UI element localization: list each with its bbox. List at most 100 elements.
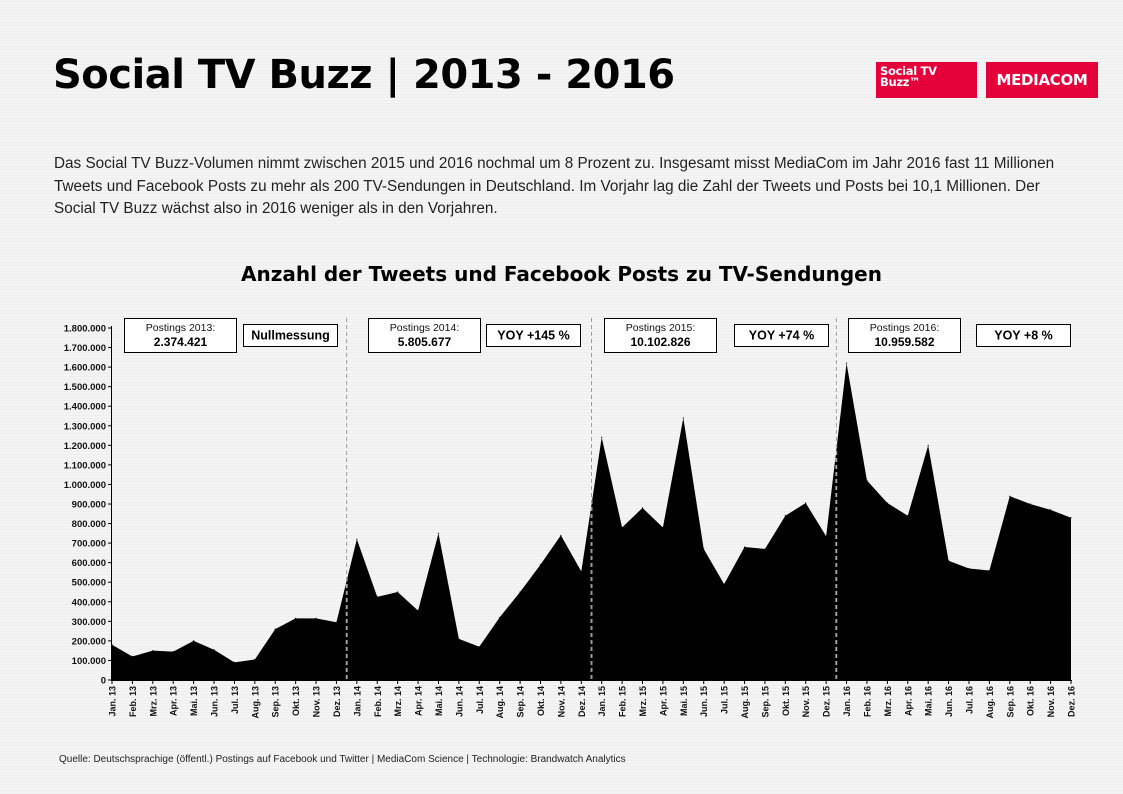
data-point: [907, 515, 909, 517]
postings-value: 5.805.677: [398, 335, 452, 349]
x-tick-label: Jan. 15: [597, 686, 607, 717]
x-tick-label: Jul. 16: [964, 686, 974, 714]
y-tick-label: 1.500.000: [64, 382, 106, 393]
y-tick-label: 700.000: [72, 539, 106, 550]
x-tick-label: Apr. 15: [658, 686, 668, 716]
data-point: [254, 658, 256, 661]
postings-box: [124, 318, 237, 353]
y-tick-label: 1.400.000: [64, 402, 106, 413]
social-tv-buzz-logo: Social TV Buzz™: [876, 62, 977, 98]
y-tick-label: 1.800.000: [64, 324, 106, 335]
data-point: [152, 650, 154, 652]
data-point: [478, 646, 480, 648]
y-tick-label: 1.300.000: [64, 421, 106, 432]
data-point: [1070, 517, 1072, 519]
x-tick-label: Sep. 15: [760, 686, 770, 718]
x-tick-label: Mai. 14: [434, 686, 444, 716]
data-point: [499, 616, 501, 619]
data-point: [1049, 509, 1052, 511]
data-point: [172, 651, 174, 653]
data-point: [580, 570, 582, 573]
source-note: Quelle: Deutschsprachige (öffentl.) Post…: [59, 754, 626, 765]
data-point: [621, 526, 623, 529]
x-tick-label: Feb. 16: [862, 686, 872, 717]
y-tick-label: 200.000: [72, 636, 106, 647]
yoy-box: [976, 324, 1071, 347]
x-tick-label: Apr. 13: [169, 686, 179, 716]
data-point: [213, 649, 215, 651]
x-tick-label: Nov. 16: [1046, 686, 1056, 717]
data-point: [131, 655, 134, 658]
x-tick-label: Nov. 13: [312, 686, 322, 717]
postings-box: [368, 318, 481, 353]
yoy-label: YOY +74 %: [749, 329, 814, 343]
data-point: [743, 546, 746, 548]
x-tick-label: Aug. 14: [495, 686, 505, 719]
x-tick-label: Jul. 13: [230, 686, 240, 714]
x-tick-label: Sep. 13: [271, 686, 281, 718]
data-point: [295, 617, 297, 620]
x-tick-label: Apr. 14: [414, 686, 424, 716]
data-point: [315, 617, 317, 620]
data-point: [784, 515, 786, 517]
chart-title: Anzahl der Tweets und Facebook Posts zu …: [241, 262, 882, 286]
y-tick-label: 1.200.000: [64, 441, 106, 452]
x-tick-label: Feb. 13: [128, 686, 138, 717]
yoy-box: [243, 324, 338, 347]
yoy-box: [486, 324, 581, 347]
y-tick-label: 500.000: [72, 578, 106, 589]
x-tick-label: Mrz. 14: [393, 686, 403, 717]
y-tick-label: 1.100.000: [64, 460, 106, 471]
data-point: [682, 417, 684, 419]
data-point: [376, 596, 378, 598]
x-tick-label: Jun. 15: [699, 686, 709, 717]
postings-box: [848, 318, 961, 353]
x-tick-label: Mrz. 15: [638, 686, 648, 717]
data-point: [988, 569, 990, 572]
page-title: Social TV Buzz | 2013 - 2016: [53, 52, 675, 98]
x-tick-label: Mai. 16: [924, 686, 934, 716]
x-tick-label: Sep. 16: [1005, 686, 1015, 718]
x-tick-label: Jul. 15: [720, 686, 730, 714]
data-point: [519, 591, 521, 593]
y-tick-label: 1.000.000: [64, 480, 106, 491]
x-tick-label: Dez. 13: [332, 686, 342, 717]
postings-value: 10.102.826: [630, 335, 690, 349]
x-tick-label: Dez. 16: [1067, 686, 1077, 717]
data-point: [233, 661, 236, 664]
data-point: [539, 564, 542, 566]
x-tick-label: Feb. 14: [373, 686, 383, 717]
data-point: [764, 548, 766, 550]
postings-label: Postings 2014:: [390, 322, 459, 334]
data-point: [1009, 495, 1011, 497]
x-tick-label: Apr. 16: [903, 686, 913, 716]
x-tick-label: Aug. 13: [250, 686, 260, 719]
data-point: [927, 444, 929, 446]
x-tick-label: Jun. 13: [210, 686, 220, 717]
x-tick-label: Nov. 14: [556, 686, 566, 717]
data-point: [662, 526, 664, 529]
data-point: [947, 560, 950, 562]
x-tick-label: Feb. 15: [618, 686, 628, 717]
x-tick-label: Sep. 14: [516, 686, 526, 718]
x-tick-label: Mrz. 13: [148, 686, 158, 717]
data-point: [356, 538, 358, 540]
y-tick-label: 600.000: [72, 558, 106, 569]
x-tick-label: Okt. 15: [781, 686, 791, 716]
postings-label: Postings 2013:: [146, 322, 215, 334]
data-point: [397, 591, 399, 593]
y-tick-label: 100.000: [72, 656, 106, 667]
data-point: [805, 502, 807, 504]
data-point: [825, 535, 827, 537]
x-tick-label: Jan. 13: [108, 686, 118, 717]
x-tick-label: Dez. 15: [822, 686, 832, 717]
x-tick-label: Jan. 14: [352, 686, 362, 717]
x-tick-label: Dez. 14: [577, 686, 587, 717]
x-tick-label: Jun. 14: [454, 686, 464, 717]
x-tick-label: Aug. 15: [740, 686, 750, 719]
postings-value: 2.374.421: [154, 335, 208, 349]
x-tick-label: Okt. 13: [291, 686, 301, 716]
yoy-label: YOY +8 %: [994, 329, 1052, 343]
x-tick-label: Jan. 16: [842, 686, 852, 717]
y-tick-label: 0: [101, 676, 106, 687]
